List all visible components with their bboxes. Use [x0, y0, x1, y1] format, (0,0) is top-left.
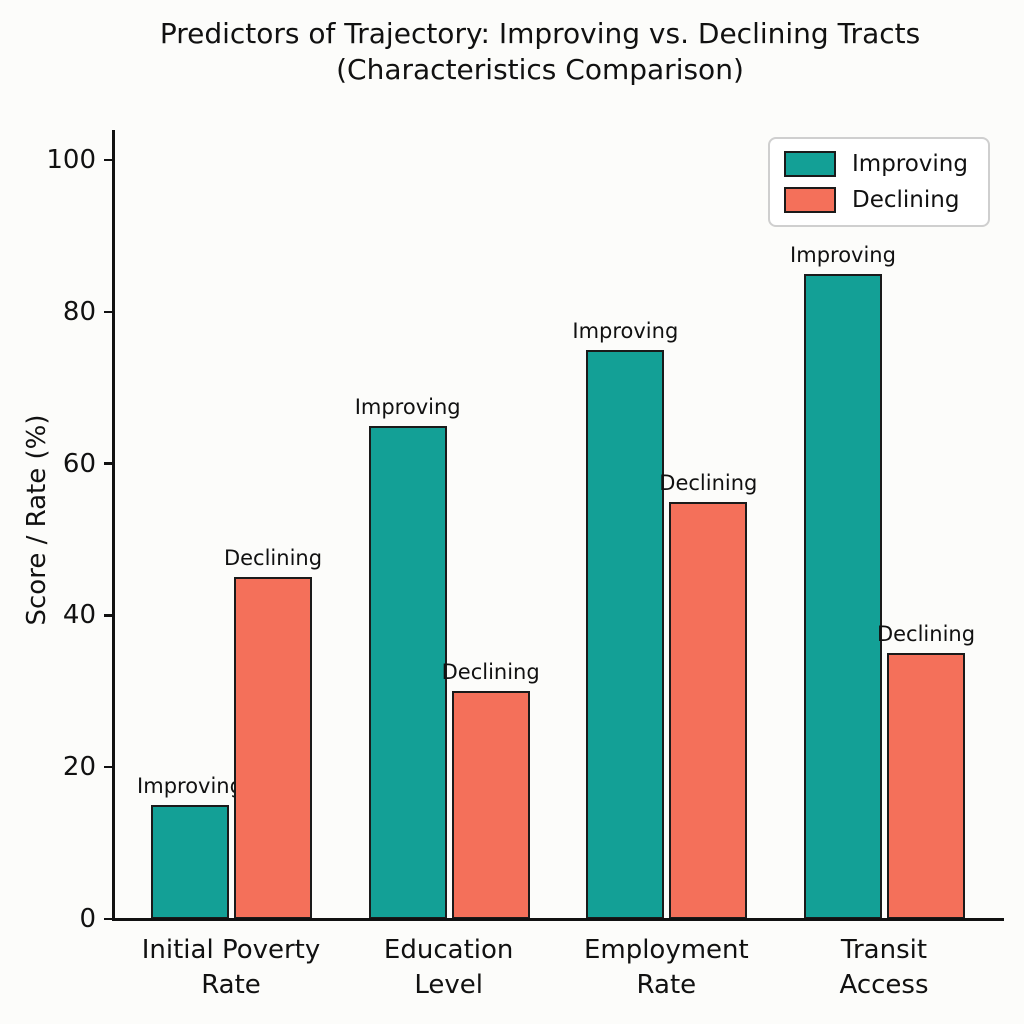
x-tick-label: Education Level: [383, 935, 514, 1001]
bar-declining: [887, 653, 965, 919]
bar-annotation-label: Improving: [137, 774, 243, 799]
y-tick-mark: [104, 462, 115, 465]
chart-title: Predictors of Trajectory: Improving vs. …: [159, 17, 921, 87]
y-tick-mark: [104, 158, 115, 162]
y-tick-label: 40: [62, 600, 96, 631]
legend-label-improving: Improving: [852, 151, 968, 177]
bar-declining: [451, 691, 530, 919]
bar-annotation-label: Improving: [354, 394, 461, 419]
legend: Improving Declining: [768, 137, 990, 227]
bar-improving: [368, 425, 447, 919]
y-tick-label: 20: [62, 752, 96, 783]
y-tick-mark: [104, 310, 115, 314]
legend-item-improving: Improving: [784, 151, 968, 177]
bar-improving: [804, 273, 882, 919]
legend-item-declining: Declining: [784, 187, 968, 213]
y-tick-label: 80: [62, 296, 96, 327]
x-tick-label: Transit Access: [839, 935, 929, 1001]
bar-annotation-label: Declining: [441, 660, 540, 685]
legend-swatch-declining-icon: [784, 187, 836, 213]
bar-annotation-label: Declining: [876, 622, 976, 647]
x-axis-labels-layer: Initial Poverty Rate Education Level Emplo…: [115, 130, 1000, 1000]
bar-declining: [669, 501, 748, 919]
bar-annotation-label: Declining: [223, 546, 323, 571]
bar-declining: [234, 577, 312, 919]
y-tick-label: 60: [62, 448, 96, 479]
legend-swatch-improving-icon: [784, 151, 836, 177]
bar-annotation-label: Declining: [659, 470, 758, 495]
y-tick-mark: [104, 614, 115, 617]
legend-label-declining: Declining: [852, 187, 960, 213]
bar-improving: [151, 805, 229, 919]
bar-annotation-label: Improving: [572, 318, 679, 343]
bar-annotation-label: Improving: [790, 242, 896, 267]
y-axis-line: [112, 130, 115, 921]
y-axis-label: Score / Rate (%): [22, 414, 52, 626]
bar-improving: [586, 349, 665, 919]
y-axis-ticks-layer: 0 20 40 60 80 100: [46, 130, 1000, 934]
x-tick-label: Initial Poverty Rate: [141, 935, 321, 1001]
x-tick-label: Employment Rate: [583, 935, 749, 1001]
y-tick-mark: [104, 917, 115, 921]
y-tick-label: 100: [46, 145, 96, 175]
plot-area: 0 20 40 60 80 100 Improving Declining Improving…: [46, 130, 1004, 1000]
x-axis-line: [112, 917, 1004, 921]
y-tick-label: 0: [79, 904, 96, 934]
y-tick-mark: [104, 765, 115, 769]
